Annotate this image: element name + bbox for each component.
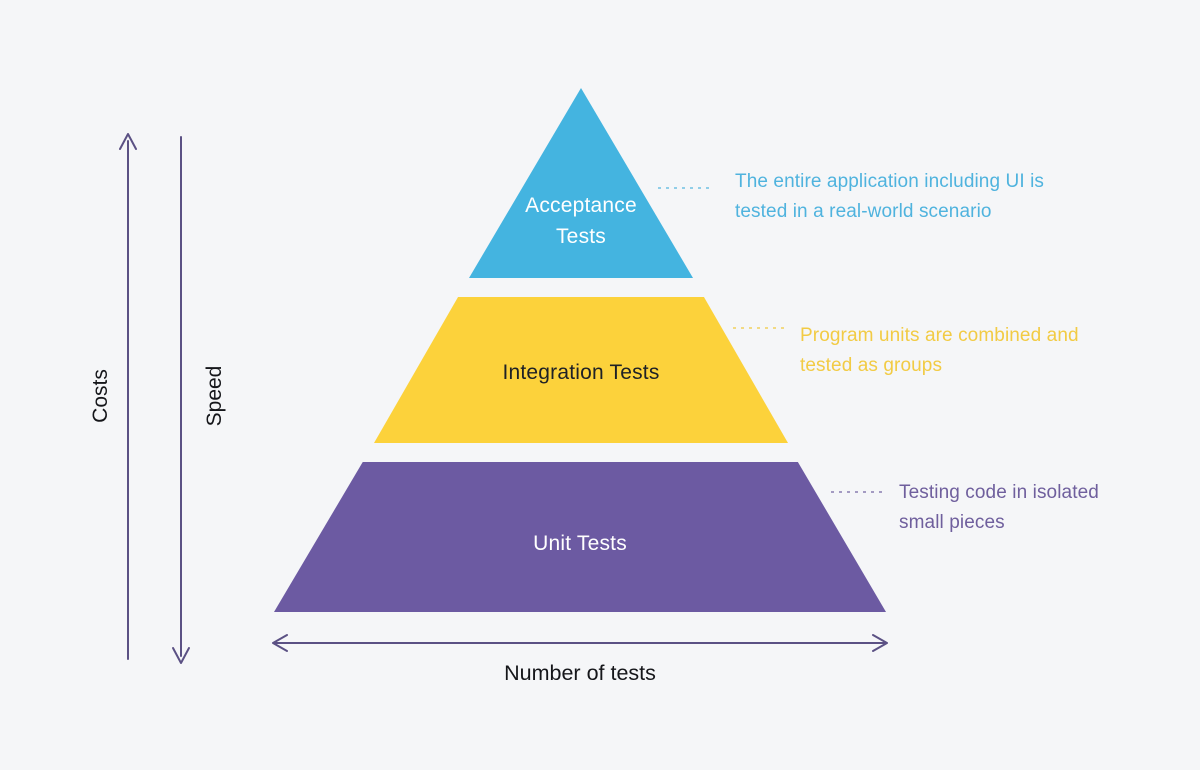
annotation-line: tested in a real-world scenario [735,201,992,222]
annotation-line: Testing code in isolated [899,482,1099,503]
integration-tests-label: Integration Tests [502,361,660,384]
speed-arrow [172,136,190,664]
costs-arrow [119,133,137,660]
annotation-line: The entire application including UI is [735,171,1045,192]
acceptance-tests-label: Acceptance Tests [525,194,637,248]
annotation-line: tested as groups [800,355,943,376]
acceptance-tests-annotation: The entire application including UI is t… [735,167,1115,227]
unit-tests-label: Unit Tests [533,532,627,555]
number-of-tests-arrow [272,634,888,652]
integration-tests-annotation: Program units are combined and tested as… [800,321,1140,381]
unit-tests-layer [274,462,886,612]
unit-tests-annotation: Testing code in isolated small pieces [899,478,1149,538]
speed-axis-label: Speed [203,365,226,427]
annotation-line: small pieces [899,512,1005,533]
costs-axis-label: Costs [89,369,112,423]
annotation-line: Program units are combined and [800,325,1079,346]
number-of-tests-axis-label: Number of tests [504,661,656,685]
